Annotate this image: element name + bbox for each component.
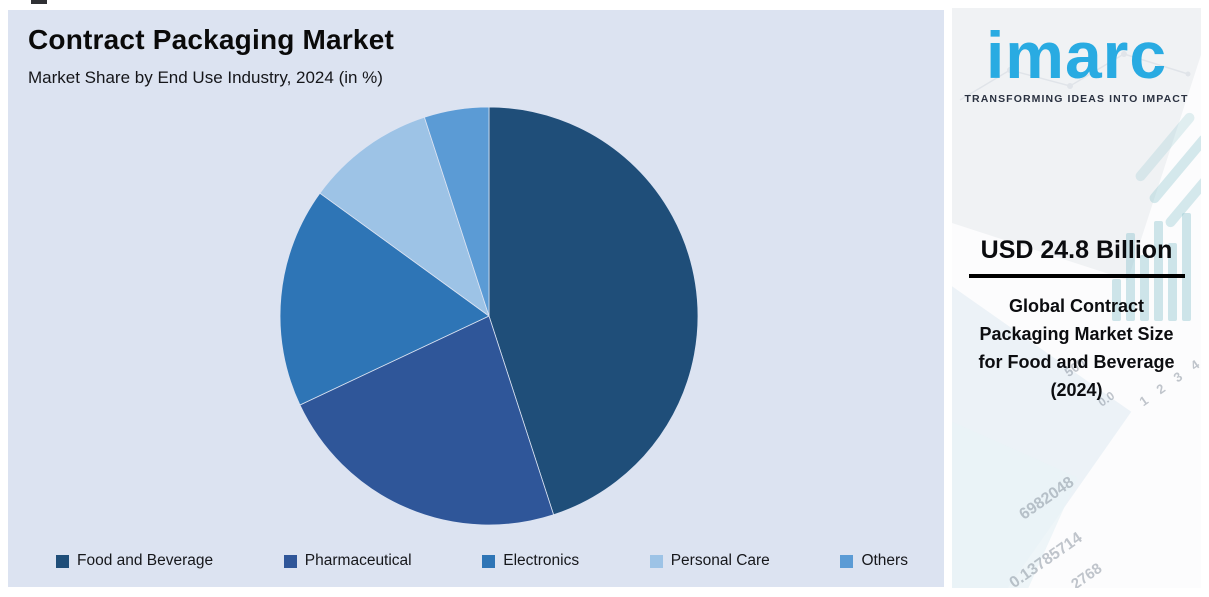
legend-item-others: Others — [840, 552, 908, 570]
screen-artifact — [31, 0, 47, 4]
legend-item-electronics: Electronics — [482, 552, 579, 570]
legend-label: Others — [861, 552, 908, 569]
watermark-number: 2768 — [1068, 559, 1106, 588]
market-size-caption: Global Contract Packaging Market Size fo… — [958, 292, 1195, 404]
caption-line: for Food and Beverage — [978, 352, 1175, 372]
pie-chart — [279, 106, 699, 526]
legend-label: Electronics — [503, 552, 580, 569]
legend-item-personal-care: Personal Care — [649, 552, 770, 570]
caption-line: Packaging Market Size — [979, 324, 1174, 344]
imarc-logo-text: imarc — [985, 18, 1168, 92]
legend-item-pharmaceutical: Pharmaceutical — [283, 552, 412, 570]
legend-item-food-and-beverage: Food and Beverage — [56, 552, 213, 570]
legend-swatch — [840, 554, 854, 568]
caption-line: (2024) — [1050, 380, 1103, 400]
chart-subtitle: Market Share by End Use Industry, 2024 (… — [28, 68, 383, 87]
imarc-logo: imarc TRANSFORMING IDEAS INTO IMPACT — [952, 22, 1201, 105]
brand-sidebar: 500 0.0 1 2 3 4 6982048 0.13785714 2768 … — [952, 8, 1201, 588]
pie-slice-personal-care — [319, 116, 490, 317]
chart-panel: Contract Packaging Market Market Share b… — [8, 10, 944, 587]
pie-slice-electronics — [279, 192, 490, 406]
legend-label: Food and Beverage — [77, 552, 214, 569]
market-size-value: USD 24.8 Billion — [980, 236, 1173, 264]
imarc-logo-tagline: TRANSFORMING IDEAS INTO IMPACT — [964, 93, 1189, 105]
pie-slice-others — [424, 106, 490, 317]
legend-swatch — [283, 554, 297, 568]
molecule-pattern-icon — [959, 51, 1191, 101]
pie-slice-pharmaceutical — [299, 315, 554, 526]
pie-slice-food-and-beverage — [488, 106, 699, 516]
legend: Food and Beverage Pharmaceutical Electroni… — [56, 550, 908, 572]
legend-swatch — [649, 554, 663, 568]
legend-label: Pharmaceutical — [304, 552, 412, 569]
divider — [968, 274, 1185, 278]
caption-line: Global Contract — [1008, 296, 1144, 316]
legend-label: Personal Care — [670, 552, 770, 569]
legend-swatch — [56, 554, 69, 568]
legend-swatch — [482, 554, 496, 568]
page-title: Contract Packaging Market — [28, 24, 394, 55]
